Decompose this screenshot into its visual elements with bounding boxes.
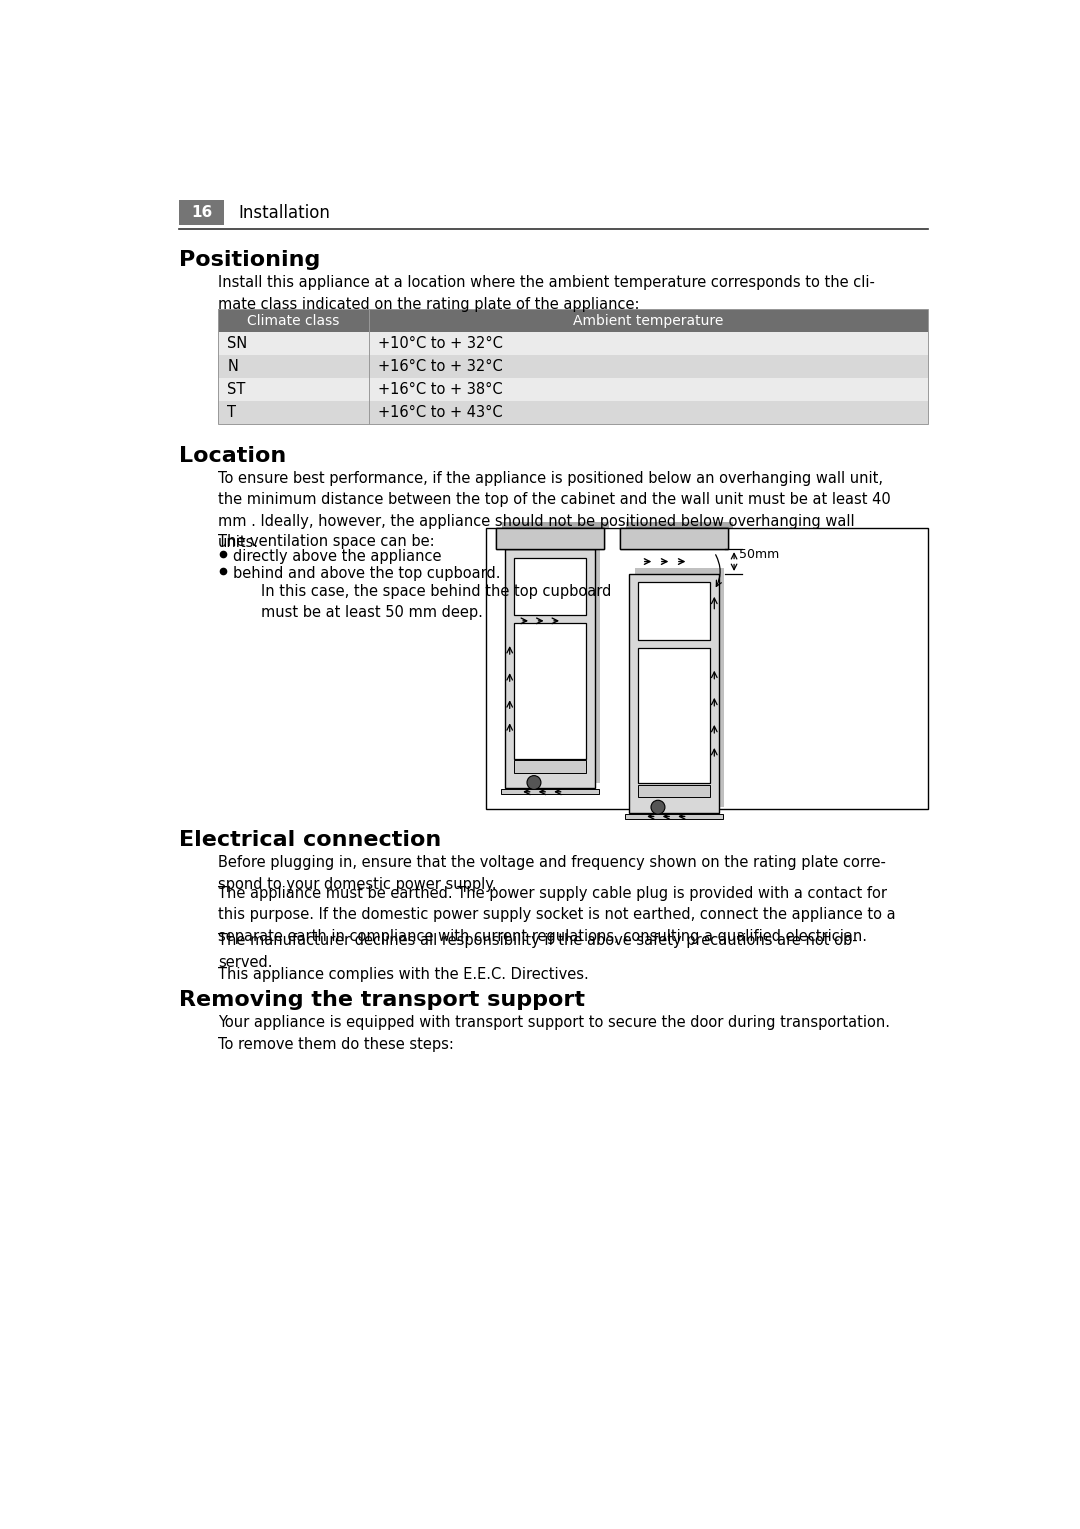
Bar [620, 528, 728, 549]
Bar [218, 309, 928, 425]
Bar [505, 549, 595, 787]
Bar [218, 332, 928, 355]
Text: +10°C to + 32°C: +10°C to + 32°C [378, 336, 503, 352]
Bar [638, 583, 710, 641]
Text: +16°C to + 32°C: +16°C to + 32°C [378, 359, 503, 375]
Text: ST: ST [227, 382, 245, 398]
Text: The appliance must be earthed. The power supply cable plug is provided with a co: The appliance must be earthed. The power… [218, 885, 895, 943]
Text: The manufacturer declines all responsibility if the above safety precautions are: The manufacturer declines all responsibi… [218, 934, 858, 969]
Text: Electrical connection: Electrical connection [179, 830, 442, 850]
Bar [514, 624, 586, 758]
Text: Installation: Installation [238, 203, 330, 222]
Text: T: T [227, 405, 237, 420]
Text: +16°C to + 38°C: +16°C to + 38°C [378, 382, 503, 398]
Text: SN: SN [227, 336, 247, 352]
Bar [514, 558, 586, 616]
Text: Install this appliance at a location where the ambient temperature corresponds t: Install this appliance at a location whe… [218, 275, 875, 312]
Text: 50mm: 50mm [739, 547, 779, 561]
Bar [501, 789, 599, 794]
Bar [218, 355, 928, 378]
Text: directly above the appliance: directly above the appliance [233, 549, 442, 564]
Text: Before plugging in, ensure that the voltage and frequency shown on the rating pl: Before plugging in, ensure that the volt… [218, 855, 886, 891]
Bar [218, 309, 928, 332]
Bar [501, 523, 609, 544]
Bar [511, 544, 600, 783]
Bar [496, 528, 604, 549]
Text: +16°C to + 43°C: +16°C to + 43°C [378, 405, 503, 420]
Text: N: N [227, 359, 238, 375]
Bar [630, 573, 718, 812]
Text: Removing the transport support: Removing the transport support [179, 991, 585, 1011]
Bar [179, 200, 225, 225]
Text: Climate class: Climate class [247, 313, 340, 327]
Text: The ventilation space can be:: The ventilation space can be: [218, 534, 434, 549]
Text: 16: 16 [191, 205, 213, 220]
Text: Positioning: Positioning [179, 251, 321, 271]
Bar [514, 760, 586, 772]
Bar [218, 378, 928, 402]
Bar [625, 813, 724, 818]
Bar [486, 528, 928, 809]
Text: To ensure best performance, if the appliance is positioned below an overhanging : To ensure best performance, if the appli… [218, 471, 891, 550]
Bar [620, 528, 728, 549]
Circle shape [527, 775, 541, 789]
Text: Your appliance is equipped with transport support to secure the door during tran: Your appliance is equipped with transpor… [218, 1015, 890, 1052]
Circle shape [651, 800, 665, 813]
Bar [638, 648, 710, 783]
Text: In this case, the space behind the top cupboard
must be at least 50 mm deep.: In this case, the space behind the top c… [260, 584, 611, 621]
Text: This appliance complies with the E.E.C. Directives.: This appliance complies with the E.E.C. … [218, 968, 589, 982]
Bar [496, 528, 604, 549]
Text: behind and above the top cupboard.: behind and above the top cupboard. [233, 566, 501, 581]
Bar [638, 784, 710, 797]
Text: Ambient temperature: Ambient temperature [573, 313, 724, 327]
Bar [625, 523, 733, 544]
Text: Location: Location [179, 446, 286, 466]
Bar [218, 402, 928, 425]
Bar [635, 569, 724, 807]
